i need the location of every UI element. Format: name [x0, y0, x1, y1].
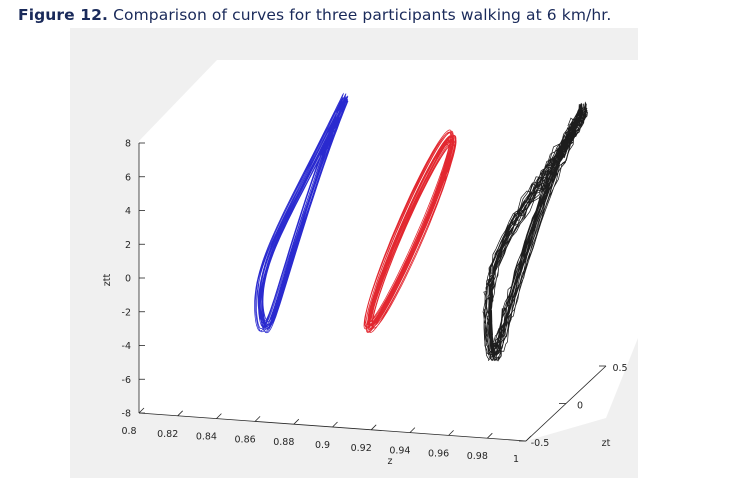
- x-tick: [332, 421, 338, 428]
- z-tick-label: 4: [125, 206, 131, 217]
- x-tick-label: 0.86: [235, 434, 256, 445]
- y-tick-label: -0.5: [531, 438, 550, 449]
- series-2-line: [363, 129, 457, 333]
- x-tick: [370, 424, 377, 431]
- series-3-line: [482, 101, 588, 362]
- x-tick-label: 0.88: [273, 437, 294, 448]
- x-tick: [177, 410, 183, 417]
- x-tick-label: 0.84: [196, 432, 217, 443]
- series-3-curve: [482, 101, 588, 362]
- x-axis-label: z: [388, 456, 393, 467]
- series-1-line: [254, 92, 349, 334]
- y-tick-label: 0: [577, 401, 583, 412]
- series-1-curve: [254, 92, 349, 334]
- y-axis-label: zt: [602, 438, 611, 449]
- x-tick: [409, 427, 416, 433]
- x-tick: [254, 416, 261, 422]
- z-tick-label: 8: [125, 139, 131, 150]
- z-tick-label: -4: [122, 341, 131, 352]
- z-tick-label: -6: [122, 375, 131, 386]
- x-tick-label: 0.82: [157, 429, 178, 440]
- z-tick-label: -8: [122, 409, 131, 420]
- z-axis-label: ztt: [102, 274, 113, 287]
- figure-label: Figure 12.: [18, 6, 109, 24]
- x-tick: [216, 413, 222, 419]
- z-tick-label: 0: [125, 274, 131, 285]
- figure-caption-text: Comparison of curves for three participa…: [113, 6, 612, 24]
- z-tick-label: -2: [122, 307, 131, 318]
- axis-labels: z zt ztt: [102, 274, 611, 467]
- x-tick-label: 1: [513, 454, 519, 465]
- z-tick-label: 6: [125, 172, 131, 183]
- figure-panel: 0.8 0.82 0.84 0.86 0.88 0.9 0.92 0.94 0.96 0.98 1 -…: [70, 28, 638, 478]
- x-tick-label: 0.94: [389, 446, 410, 457]
- x-tick-label: 0.96: [428, 448, 449, 459]
- x-tick: [293, 418, 300, 425]
- z-tick-label: 2: [125, 240, 131, 251]
- plot-3d: 0.8 0.82 0.84 0.86 0.88 0.9 0.92 0.94 0.96 0.98 1 -…: [102, 60, 638, 467]
- x-tick: [448, 430, 454, 436]
- series-2-curve: [363, 129, 457, 333]
- x-tick: [138, 407, 145, 414]
- x-tick: [487, 432, 493, 439]
- x-tick: [525, 435, 532, 442]
- x-tick-label: 0.98: [467, 451, 488, 462]
- figure-caption: Figure 12. Comparison of curves for thre…: [18, 6, 611, 24]
- x-tick-label: 0.92: [351, 443, 372, 454]
- x-tick-label: 0.9: [315, 440, 330, 451]
- y-tick-label: 0.5: [612, 363, 627, 374]
- x-tick-label: 0.8: [121, 426, 136, 437]
- curves: [254, 92, 588, 362]
- axes: 0.8 0.82 0.84 0.86 0.88 0.9 0.92 0.94 0.96 0.98 1 -…: [121, 139, 627, 466]
